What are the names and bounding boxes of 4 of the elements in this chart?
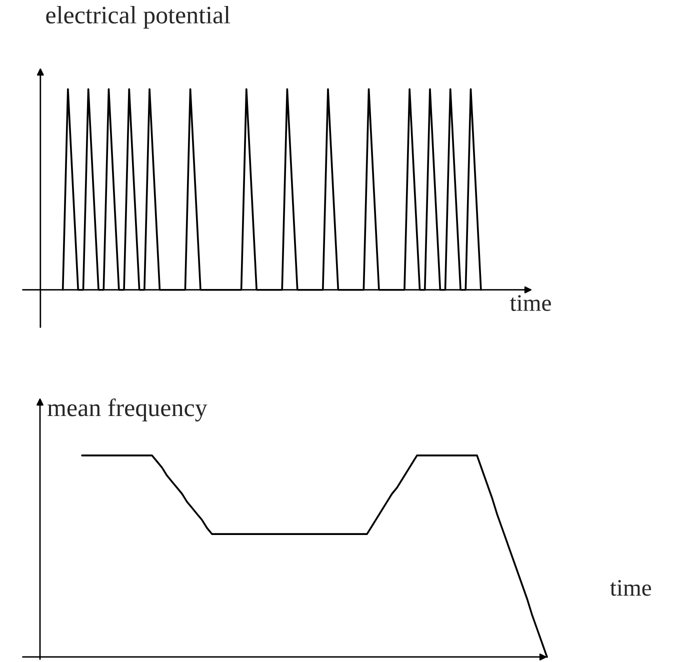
y-axis-title: electrical potential xyxy=(46,6,230,29)
x-axis-title: time xyxy=(610,580,652,596)
x-axis-title: time xyxy=(510,295,551,311)
y-axis-title: mean frequency xyxy=(48,398,208,422)
